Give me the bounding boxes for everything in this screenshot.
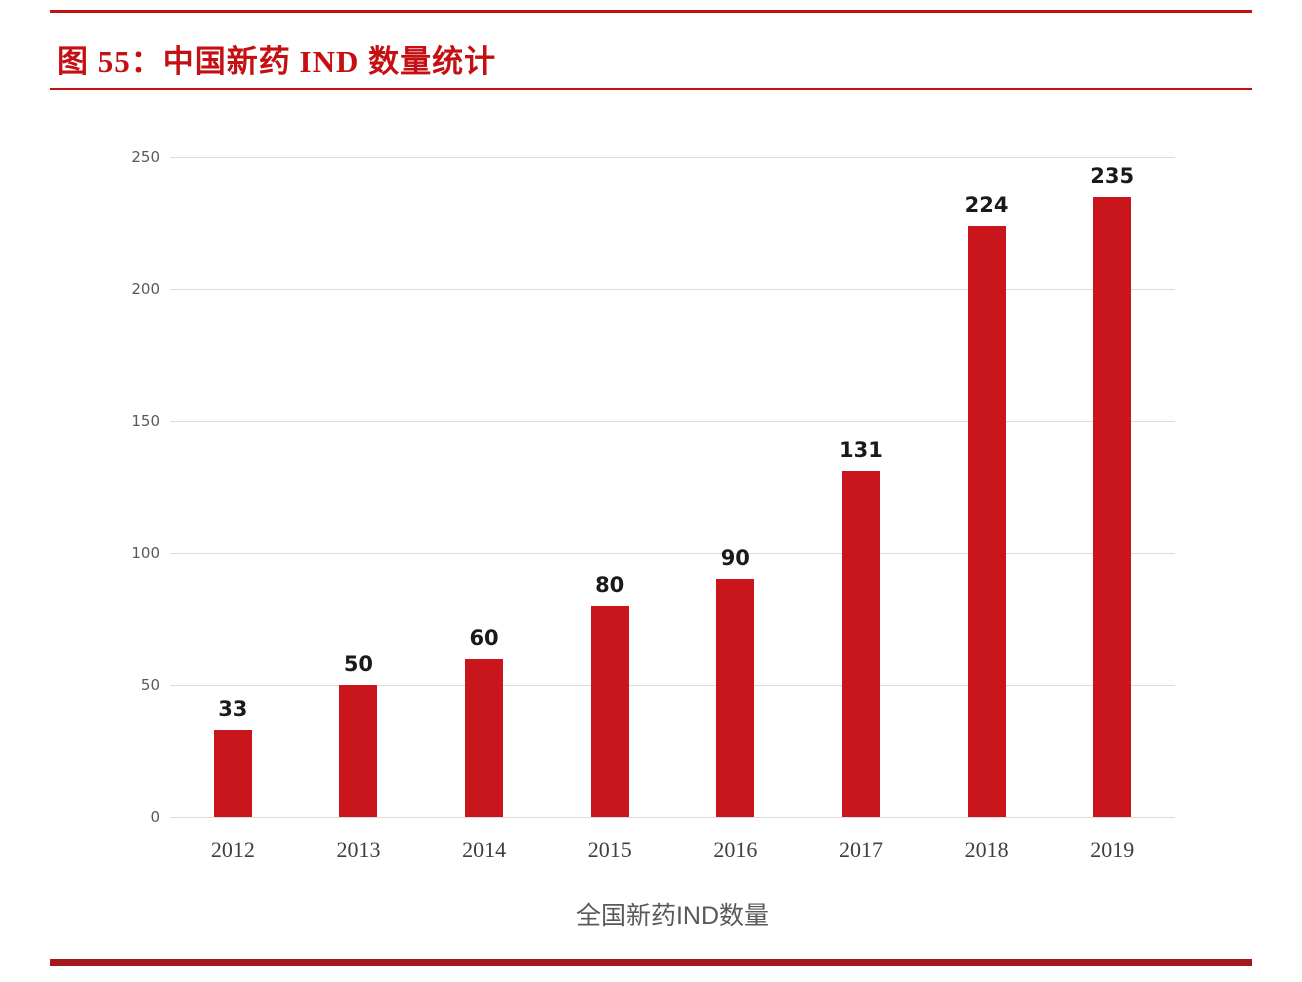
x-axis-tick-label: 2016 [713, 837, 758, 862]
bar-group: 33 2012 [170, 157, 296, 862]
bar [339, 685, 378, 817]
bar [1093, 196, 1132, 817]
bar-group: 50 2013 [296, 157, 422, 862]
y-axis-tick-label: 250 [131, 148, 160, 166]
x-axis-tick-label: 2014 [462, 837, 507, 862]
bar [590, 605, 629, 817]
bar-group: 60 2014 [421, 157, 547, 862]
bar [967, 225, 1006, 817]
x-axis-tick-label: 2012 [210, 837, 255, 862]
gridline [170, 421, 1175, 422]
bar-group: 90 2016 [673, 157, 799, 862]
gridline [170, 817, 1175, 818]
top-rule [50, 10, 1252, 13]
bar-group: 235 2019 [1049, 157, 1175, 862]
bar-value-label: 90 [720, 546, 750, 571]
y-axis-tick-label: 0 [150, 808, 160, 826]
x-axis-tick-label: 2017 [838, 837, 883, 862]
bar-value-label: 60 [469, 625, 499, 650]
gridline [170, 157, 1175, 158]
bar-series: 33 2012 50 2013 60 2014 80 2015 90 2016 131 2017 224… [170, 157, 1175, 862]
title-underline-rule [50, 88, 1252, 90]
bar [465, 658, 504, 817]
gridline [170, 289, 1175, 290]
chart-caption: 全国新药IND数量 [575, 902, 770, 930]
gridline [170, 553, 1175, 554]
y-axis-tick-label: 150 [131, 412, 160, 430]
y-axis-tick-label: 200 [131, 280, 160, 298]
y-axis-tick-label: 50 [140, 676, 160, 694]
bar-value-label: 80 [595, 572, 625, 597]
bar-group: 224 2018 [924, 157, 1050, 862]
x-axis-tick-label: 2018 [964, 837, 1009, 862]
bar-value-label: 224 [964, 192, 1009, 217]
bar [716, 579, 755, 817]
bar-value-label: 235 [1090, 163, 1135, 188]
x-axis-tick-label: 2019 [1090, 837, 1135, 862]
bar-value-label: 50 [343, 652, 374, 676]
gridline [170, 685, 1175, 686]
x-axis-tick-label: 2013 [336, 837, 381, 862]
x-axis-tick-label: 2015 [587, 837, 632, 862]
bar [213, 729, 252, 817]
bottom-rule [50, 959, 1252, 966]
bar-value-label: 131 [839, 438, 883, 463]
figure-title: 图 55：中国新药 IND 数量统计 [57, 44, 497, 79]
bar-value-label: 33 [218, 696, 248, 721]
bar-group: 80 2015 [547, 157, 673, 862]
bar-group: 131 2017 [798, 157, 924, 862]
y-axis-tick-label: 100 [131, 544, 160, 562]
bar [841, 471, 880, 817]
bar-chart-plot-area: 0 50 100 150 200 250 33 2012 50 2013 60 2014 80 2015 9… [131, 148, 1175, 862]
